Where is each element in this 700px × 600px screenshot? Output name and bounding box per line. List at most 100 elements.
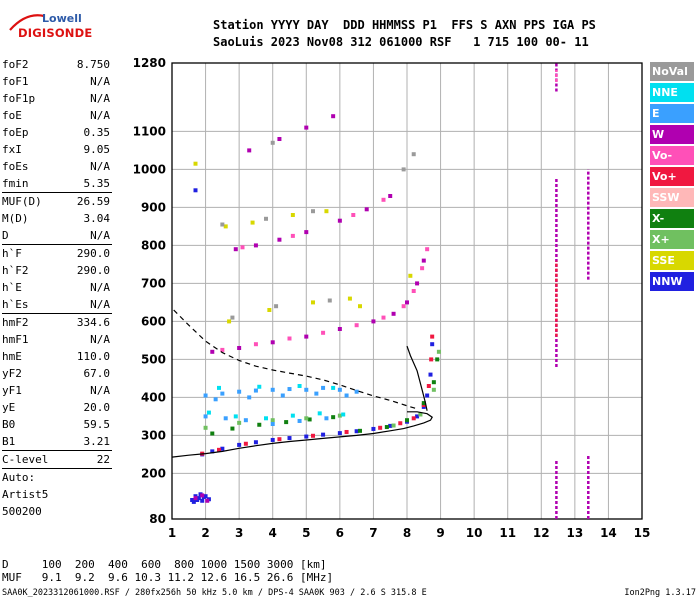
param-label: foE — [2, 109, 22, 122]
echo-point — [401, 167, 406, 172]
echo-point — [253, 440, 258, 445]
param-value: 334.6 — [76, 316, 110, 329]
echo-point — [307, 417, 312, 422]
x-tick-label: 5 — [302, 526, 310, 540]
param-label: B1 — [2, 435, 16, 448]
param-value: N/A — [90, 384, 110, 397]
echo-point — [203, 425, 208, 430]
y-tick-label: 900 — [141, 200, 166, 214]
echo-point — [230, 315, 235, 320]
echo-point — [388, 194, 393, 198]
echo-point — [274, 304, 279, 309]
legend-item: E — [650, 104, 694, 123]
param-value: 5.35 — [83, 177, 111, 190]
echo-point — [217, 447, 221, 452]
echo-point — [257, 384, 262, 389]
param-value: 0.35 — [83, 126, 111, 139]
echo-point — [371, 426, 376, 431]
echo-point — [247, 148, 252, 153]
legend-item: W — [650, 125, 694, 144]
x-tick-label: 2 — [201, 526, 209, 540]
x-tick-label: 15 — [634, 526, 651, 540]
echo-point — [220, 446, 225, 451]
param-value: N/A — [90, 92, 110, 105]
echo-point — [321, 432, 326, 437]
x-tick-label: 8 — [403, 526, 411, 540]
y-tick-label: 600 — [141, 314, 166, 328]
param-row: h`Es N/A — [2, 296, 112, 313]
echo-point — [270, 418, 275, 423]
header-columns: Station YYYY DAY DDD HHMMSS P1 FFS S AXN… — [213, 18, 596, 32]
param-value: N/A — [90, 281, 110, 294]
param-value: 3.21 — [83, 435, 111, 448]
echo-point — [237, 442, 242, 447]
echo-point — [304, 334, 309, 339]
echo-point — [431, 387, 436, 392]
echo-point — [405, 418, 409, 423]
distance-row: D 100 200 400 600 800 1000 1500 3000 [km… — [2, 558, 327, 571]
echo-point — [431, 380, 436, 385]
echo-point — [429, 357, 434, 362]
param-label: C-level — [2, 453, 49, 466]
echo-point — [418, 412, 423, 417]
echo-point — [354, 323, 359, 328]
legend-item: SSE — [650, 251, 694, 270]
x-tick-label: 10 — [466, 526, 483, 540]
echo-point — [337, 218, 342, 223]
echo-point — [270, 140, 275, 145]
param-value: 290.0 — [76, 264, 110, 277]
param-label: foF2 — [2, 58, 29, 71]
trace-fit-curve — [406, 345, 428, 411]
echo-point — [193, 161, 198, 166]
param-value: 59.5 — [83, 418, 111, 431]
echo-point — [287, 436, 292, 441]
echo-point — [287, 387, 292, 392]
param-row: foF1 N/A — [2, 73, 112, 90]
echo-point — [401, 304, 406, 309]
echo-point — [203, 393, 208, 398]
profile-dashed-curve — [173, 309, 418, 410]
param-separator — [2, 468, 112, 469]
logo-digisonde-text: DIGISONDE — [18, 26, 93, 40]
param-row: hmE 110.0 — [2, 348, 112, 365]
param-label: h`F — [2, 247, 22, 260]
param-row: h`F 290.0 — [2, 245, 112, 262]
param-separator — [2, 450, 112, 451]
lowell-digisonde-logo: Lowell DIGISONDE — [4, 10, 114, 46]
echo-point — [341, 412, 346, 417]
muf-row: MUF 9.1 9.2 9.6 10.3 11.2 12.6 16.5 26.6… — [2, 571, 334, 584]
param-row: yF1 N/A — [2, 382, 112, 399]
y-tick-label: 300 — [141, 428, 166, 442]
param-label: fxI — [2, 143, 22, 156]
param-row: h`E N/A — [2, 279, 112, 296]
echo-point — [240, 245, 245, 250]
param-value: 110.0 — [76, 350, 110, 363]
param-label: h`F2 — [2, 264, 29, 277]
echo-point — [378, 425, 383, 430]
echo-point — [193, 188, 198, 193]
echo-point — [297, 418, 302, 423]
echo-point — [210, 431, 215, 436]
y-tick-label: 500 — [141, 352, 166, 366]
echo-point — [425, 393, 430, 398]
echo-point — [270, 387, 275, 392]
echo-point — [381, 197, 386, 202]
echo-point — [354, 429, 359, 434]
echo-point — [233, 247, 238, 252]
param-value: 22 — [96, 453, 110, 466]
param-value: N/A — [90, 109, 110, 122]
param-label: MUF(D) — [2, 195, 42, 208]
param-row: foEp 0.35 — [2, 124, 112, 141]
x-tick-label: 12 — [533, 526, 550, 540]
echo-point — [381, 315, 386, 320]
param-label: foF1p — [2, 92, 36, 105]
echo-point — [220, 391, 225, 396]
echo-point — [415, 281, 420, 286]
echo-point — [290, 213, 295, 217]
x-tick-label: 6 — [336, 526, 344, 540]
echo-point — [337, 327, 342, 331]
param-label: hmE — [2, 350, 22, 363]
param-label: yF1 — [2, 384, 22, 397]
echo-point — [304, 387, 309, 392]
echo-point — [223, 224, 228, 229]
